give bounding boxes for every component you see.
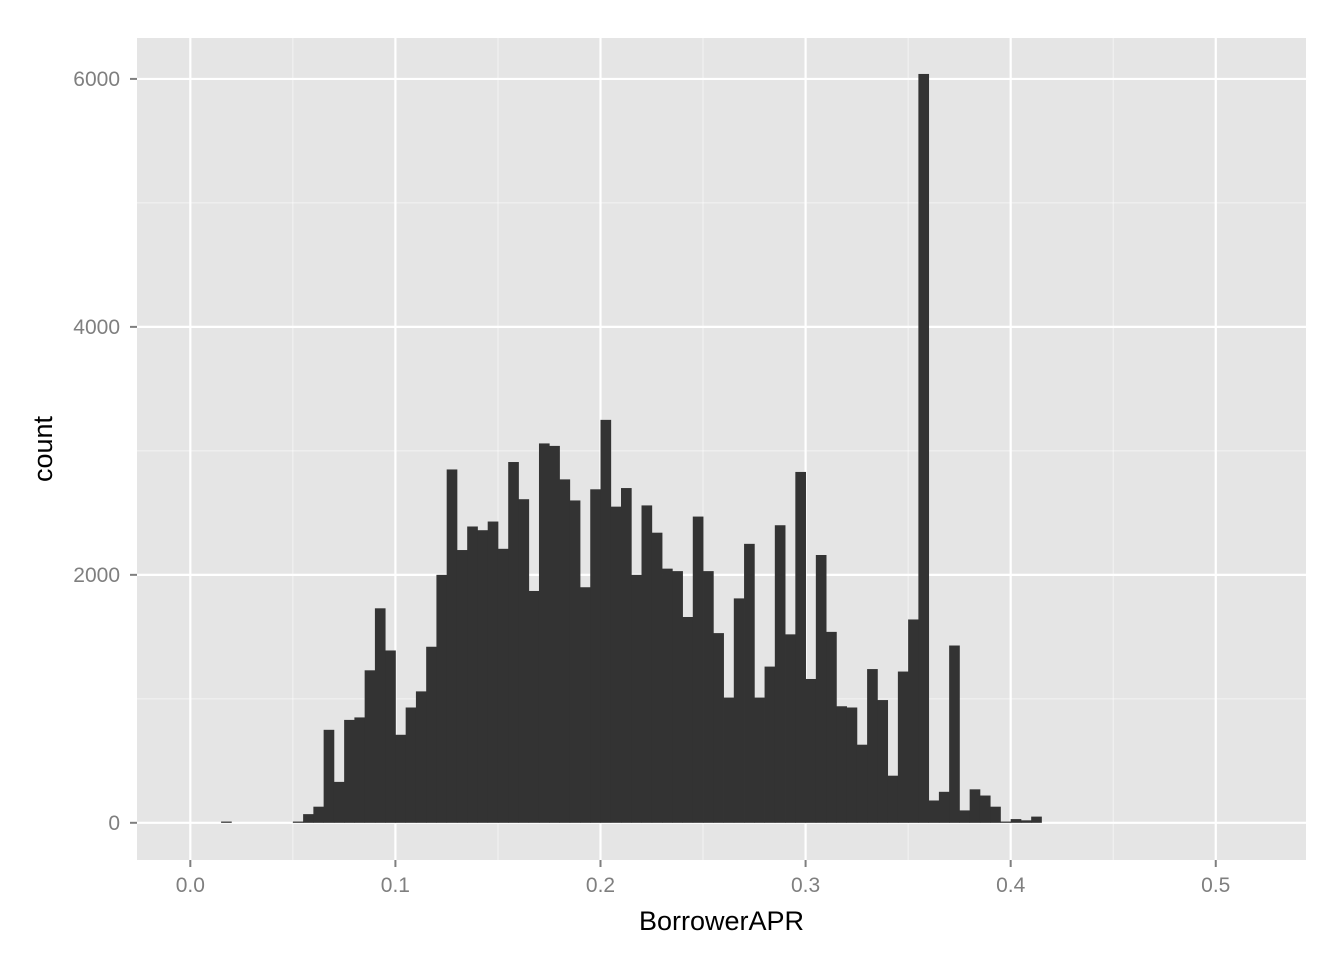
histogram-bar — [723, 697, 735, 823]
histogram-bar — [364, 670, 376, 823]
histogram-bar — [518, 499, 530, 823]
histogram-bar — [662, 568, 673, 823]
histogram-bar — [1000, 821, 1012, 823]
y-axis-ticks: 0 2000 4000 6000 — [73, 68, 137, 835]
histogram-bar — [528, 590, 540, 823]
histogram-bar — [323, 729, 335, 823]
histogram-bar — [292, 821, 304, 823]
histogram-bar — [559, 479, 571, 823]
histogram-bar — [621, 488, 632, 823]
histogram-bar — [928, 800, 940, 823]
histogram-bar — [754, 697, 765, 823]
histogram-bar — [672, 571, 683, 823]
histogram-bar — [569, 500, 581, 823]
x-axis-title: BorrowerAPR — [639, 906, 804, 936]
histogram-bar — [703, 571, 714, 823]
histogram-bar — [641, 505, 653, 823]
histogram-bar — [579, 587, 591, 823]
histogram-bar — [938, 791, 950, 823]
histogram-bar — [456, 550, 468, 823]
histogram-bar — [959, 810, 971, 823]
histogram-bar — [446, 469, 458, 823]
histogram-bar — [344, 719, 355, 823]
x-tick-label: 0.3 — [791, 874, 820, 897]
histogram-bar — [692, 516, 704, 823]
histogram-bar — [385, 650, 396, 823]
histogram-bar — [979, 795, 991, 823]
x-tick-label: 0.5 — [1201, 874, 1230, 897]
histogram-bar — [877, 700, 889, 823]
histogram-bar — [805, 678, 817, 823]
histogram-bar — [795, 471, 806, 823]
x-tick-label: 0.2 — [586, 874, 615, 897]
histogram-bar — [303, 814, 314, 823]
y-tick-label: 4000 — [73, 316, 120, 339]
histogram-bar — [651, 532, 663, 823]
histogram-bar — [682, 616, 694, 823]
histogram-bar — [600, 419, 612, 823]
x-tick-label: 0.0 — [176, 874, 205, 897]
histogram-bar — [918, 73, 930, 823]
histogram-bar — [426, 646, 437, 823]
histogram-bar — [477, 530, 489, 823]
histogram-bar — [374, 608, 386, 823]
histogram-bar — [826, 631, 837, 823]
histogram-bar — [856, 744, 868, 823]
x-tick-label: 0.4 — [996, 874, 1026, 897]
histogram-bar — [395, 734, 407, 823]
histogram-bar — [897, 671, 909, 823]
histogram-bars — [221, 73, 1042, 823]
histogram-bar — [538, 443, 550, 823]
histogram-bar — [610, 506, 622, 823]
histogram-bar — [887, 775, 899, 823]
y-tick-label: 6000 — [73, 68, 120, 91]
histogram-bar — [908, 619, 919, 823]
histogram-bar — [764, 666, 776, 823]
histogram-bar — [333, 781, 345, 823]
histogram-bar — [1010, 819, 1022, 823]
x-axis-ticks: 0.0 0.1 0.2 0.3 0.4 0.5 — [176, 860, 1230, 897]
histogram-bar — [415, 691, 427, 823]
histogram-bar — [713, 633, 724, 823]
histogram-bar — [733, 598, 745, 823]
histogram-bar — [774, 525, 786, 823]
y-tick-label: 0 — [108, 812, 120, 835]
histogram-bar — [815, 555, 827, 823]
histogram-bar — [508, 462, 519, 823]
histogram-bar — [497, 548, 509, 823]
histogram-bar — [785, 634, 796, 823]
y-axis-title: count — [28, 415, 58, 482]
histogram-bar — [990, 806, 1001, 823]
histogram-bar — [221, 821, 232, 823]
histogram-bar — [354, 717, 366, 823]
histogram-bar — [1031, 816, 1042, 823]
histogram-bar — [631, 574, 642, 823]
y-tick-label: 2000 — [73, 564, 120, 587]
x-tick-label: 0.1 — [381, 874, 410, 897]
histogram-bar — [836, 706, 848, 823]
histogram-bar — [1020, 820, 1032, 823]
histogram-bar — [969, 789, 981, 823]
histogram-bar — [405, 707, 417, 823]
histogram-bar — [467, 526, 478, 823]
histogram-bar — [949, 645, 960, 823]
histogram-bar — [313, 806, 325, 823]
histogram-bar — [846, 707, 858, 823]
histogram-bar — [487, 521, 499, 823]
histogram-bar — [590, 489, 601, 823]
histogram-bar — [549, 445, 560, 823]
histogram-bar — [867, 669, 878, 823]
histogram-bar — [744, 543, 755, 823]
histogram-bar — [436, 574, 448, 823]
